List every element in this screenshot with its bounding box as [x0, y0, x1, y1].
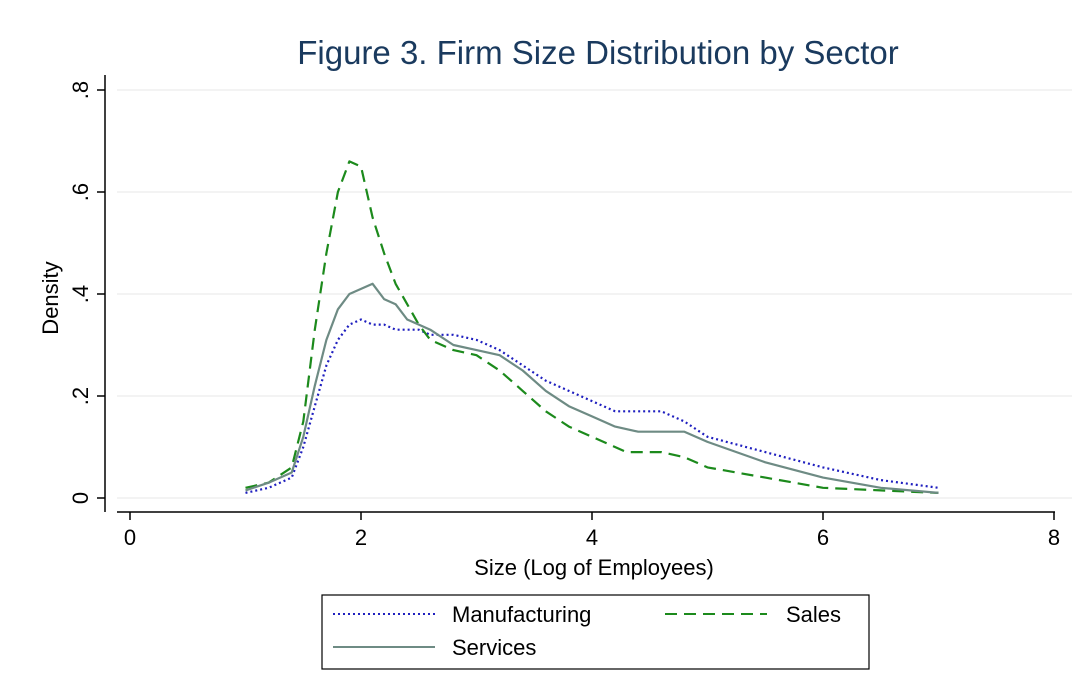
x-tick-label: 0 [124, 525, 136, 550]
tick-layer: 0 .2 .4 .6 .8 0 2 4 6 8 [68, 81, 1060, 550]
y-tick-label: .6 [68, 183, 93, 201]
legend-box [321, 594, 870, 670]
y-tick-label: 0 [68, 492, 93, 504]
x-tick-label: 4 [586, 525, 598, 550]
chart-title: Figure 3. Firm Size Distribution by Sect… [297, 34, 899, 71]
series-layer [245, 160, 939, 494]
series-line-manufacturing [245, 318, 939, 494]
legend-manufacturing-label: Manufacturing [452, 602, 591, 627]
legend-sales-label: Sales [786, 602, 841, 627]
grid-layer [117, 89, 1072, 499]
x-axis-label: Size (Log of Employees) [474, 555, 714, 580]
series-line-sales [245, 160, 939, 494]
legend-services-label: Services [452, 635, 536, 660]
x-tick-label: 2 [355, 525, 367, 550]
series-line-services [245, 282, 939, 494]
y-tick-label: .8 [68, 81, 93, 99]
x-tick-label: 6 [817, 525, 829, 550]
y-tick-label: .2 [68, 387, 93, 405]
y-tick-label: .4 [68, 285, 93, 303]
y-axis-label: Density [38, 261, 63, 334]
legend: Manufacturing Sales Services [321, 594, 870, 670]
x-tick-label: 8 [1048, 525, 1060, 550]
